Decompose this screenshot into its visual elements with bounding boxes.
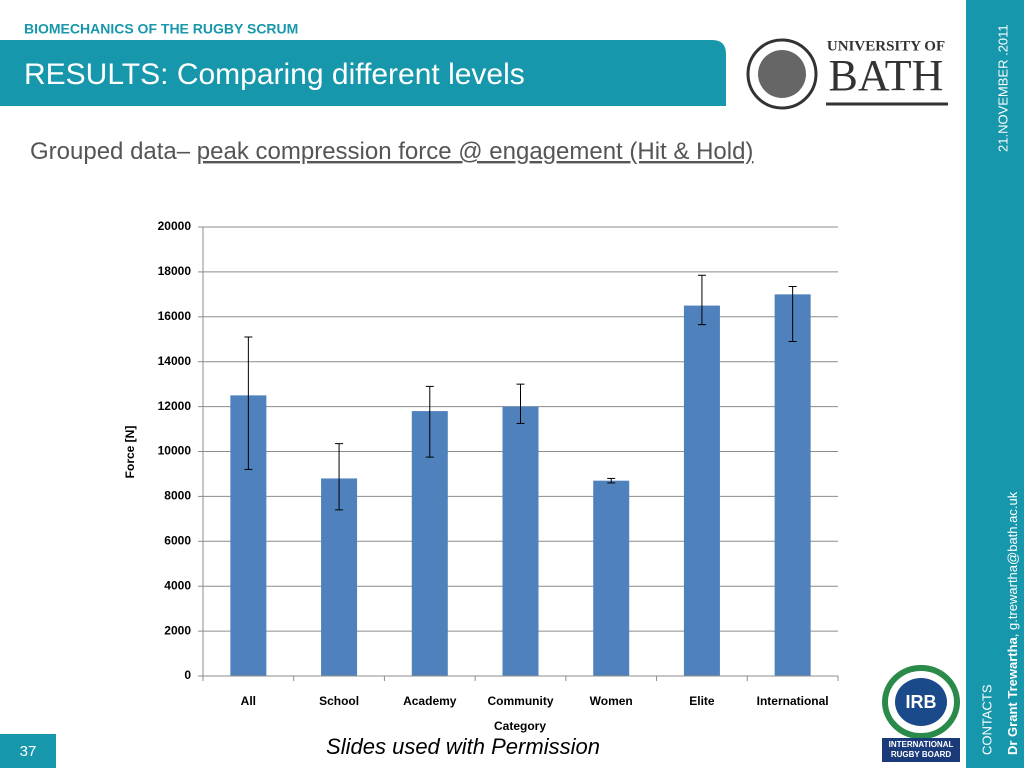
logo-text: BATH bbox=[829, 51, 944, 100]
y-tick-label: 0 bbox=[184, 668, 191, 682]
x-tick-label: All bbox=[241, 694, 256, 708]
bar bbox=[683, 305, 720, 676]
y-tick-label: 4000 bbox=[164, 578, 191, 592]
x-axis-title: Category bbox=[494, 719, 546, 733]
y-tick-label: 20000 bbox=[158, 219, 192, 233]
y-tick-label: 6000 bbox=[164, 533, 191, 547]
y-tick-label: 16000 bbox=[158, 309, 192, 323]
y-tick-label: 12000 bbox=[158, 399, 192, 413]
footer-note: Slides used with Permission bbox=[326, 734, 600, 759]
page-number: 37 bbox=[20, 743, 37, 760]
sidebar bbox=[966, 0, 1024, 768]
logo-text: UNIVERSITY OF bbox=[827, 38, 945, 54]
bar bbox=[321, 478, 358, 676]
bar bbox=[774, 294, 811, 676]
x-tick-label: Academy bbox=[403, 694, 457, 708]
x-tick-label: School bbox=[319, 694, 359, 708]
x-tick-label: Women bbox=[590, 694, 633, 708]
x-tick-label: International bbox=[757, 694, 829, 708]
subtitle-topic: peak compression force @ engagement (Hit… bbox=[197, 138, 754, 165]
y-tick-label: 8000 bbox=[164, 489, 191, 503]
contact: Dr Grant Trewartha, g.trewartha@bath.ac.… bbox=[1005, 491, 1020, 755]
y-tick-label: 14000 bbox=[158, 354, 192, 368]
subtitle: Grouped data– peak compression force @ e… bbox=[30, 138, 753, 165]
subtitle-lead: Grouped data– bbox=[30, 138, 197, 165]
y-tick-label: 10000 bbox=[158, 444, 192, 458]
bath-logo: UNIVERSITY OF BATH bbox=[746, 38, 948, 110]
contacts-label: CONTACTS bbox=[979, 684, 994, 755]
y-tick-label: 18000 bbox=[158, 264, 192, 278]
x-tick-label: Elite bbox=[689, 694, 715, 708]
bar bbox=[593, 480, 630, 676]
bar bbox=[502, 406, 539, 676]
contact-email: , g.trewartha@bath.ac.uk bbox=[1005, 491, 1020, 637]
irb-logo: IRB INTERNATIONAL RUGBY BOARD bbox=[878, 662, 964, 762]
irb-text: IRB bbox=[906, 692, 937, 712]
page-box bbox=[0, 734, 56, 768]
slide-title: RESULTS: Comparing different levels bbox=[24, 58, 525, 91]
title-bar bbox=[0, 40, 726, 106]
date: 21.NOVEMBER .2011 bbox=[995, 24, 1010, 152]
section-label: BIOMECHANICS OF THE RUGBY SCRUM bbox=[24, 21, 298, 37]
irb-text: INTERNATIONAL bbox=[889, 740, 954, 749]
irb-text: RUGBY BOARD bbox=[891, 750, 952, 759]
contact-name: Dr Grant Trewartha bbox=[1005, 636, 1020, 755]
x-tick-label: Community bbox=[488, 694, 554, 708]
y-axis-title: Force [N] bbox=[123, 426, 137, 479]
y-tick-label: 2000 bbox=[164, 623, 191, 637]
